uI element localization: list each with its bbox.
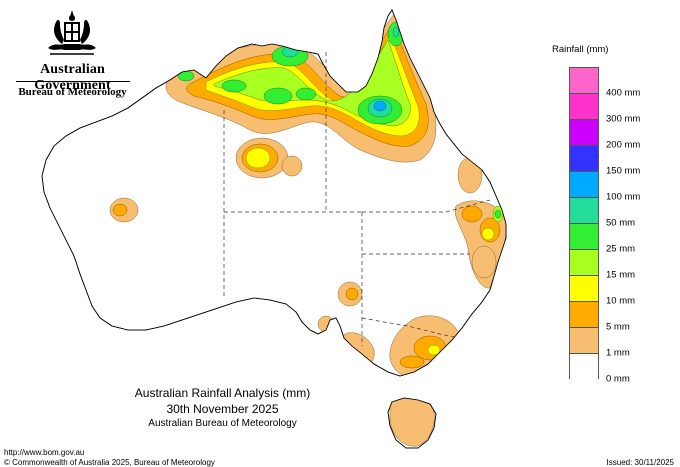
issued-date: Issued: 30/11/2025 — [606, 458, 674, 467]
legend-swatch — [570, 224, 598, 250]
legend-swatch — [570, 328, 598, 354]
legend-swatch — [570, 250, 598, 276]
legend-swatch — [570, 120, 598, 146]
legend-label: 200 mm — [606, 139, 641, 151]
legend-swatch — [570, 302, 598, 328]
legend-label: 400 mm — [606, 87, 641, 99]
legend-label: 50 mm — [606, 217, 636, 229]
legend-title: Rainfall (mm) — [552, 44, 609, 55]
legend-swatch — [570, 68, 598, 94]
legend-swatch — [570, 172, 598, 198]
map-date: 30th November 2025 — [166, 402, 279, 416]
map-title-block: Australian Rainfall Analysis (mm) 30th N… — [120, 386, 325, 429]
coat-of-arms-icon — [48, 10, 96, 55]
legend-label: 300 mm — [606, 113, 641, 125]
logo-divider — [16, 81, 130, 82]
legend-label: 25 mm — [606, 243, 636, 255]
legend-label: 5 mm — [606, 321, 630, 333]
legend-label: 150 mm — [606, 165, 641, 177]
legend-label: 0 mm — [606, 373, 630, 385]
copyright-text: © Commonwealth of Australia 2025, Bureau… — [4, 458, 215, 467]
map-title: Australian Rainfall Analysis (mm) — [134, 386, 311, 400]
rainfall-legend — [569, 67, 599, 380]
website-link[interactable]: http://www.bom.gov.au — [4, 448, 85, 457]
legend-swatch — [570, 354, 598, 380]
legend-label: 1 mm — [606, 347, 630, 359]
legend-label: 100 mm — [606, 191, 641, 203]
legend-swatch — [570, 94, 598, 120]
legend-label: 10 mm — [606, 295, 636, 307]
legend-swatch — [570, 198, 598, 224]
bureau-name: Bureau of Meteorology — [18, 86, 127, 98]
legend-swatch — [570, 276, 598, 302]
legend-swatch — [570, 146, 598, 172]
map-source: Australian Bureau of Meteorology — [148, 418, 297, 429]
legend-label: 15 mm — [606, 269, 636, 281]
